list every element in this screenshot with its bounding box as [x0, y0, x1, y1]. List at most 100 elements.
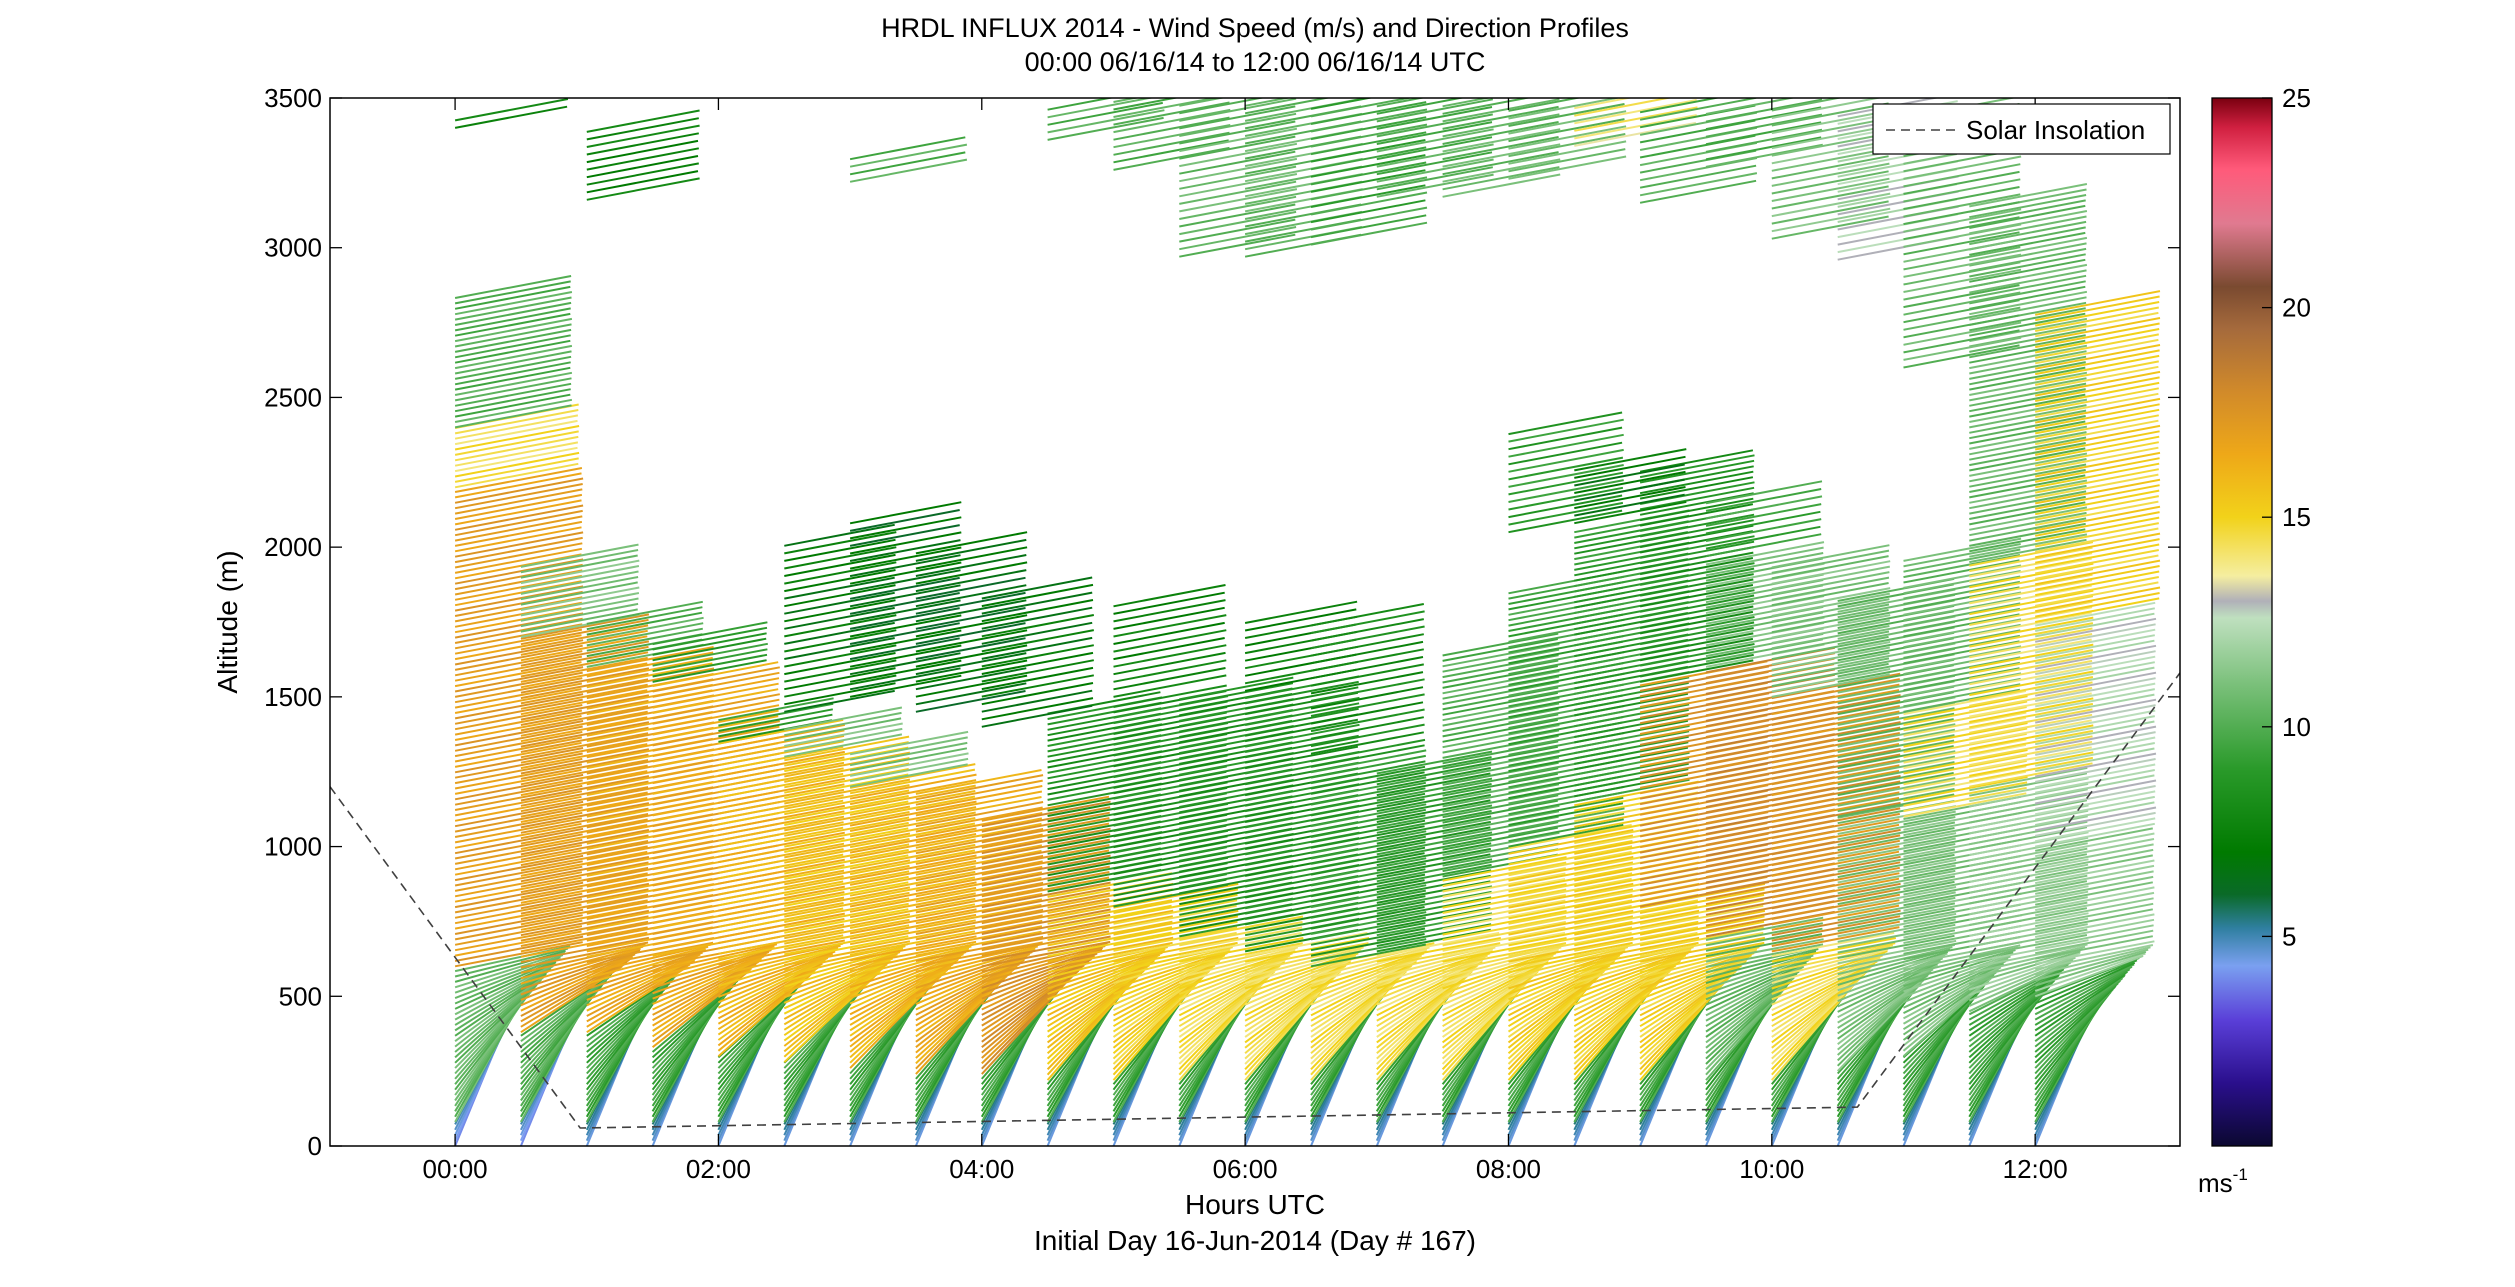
- wind-barb: [1508, 486, 1624, 511]
- wind-barb: [1310, 884, 1427, 909]
- wind-barb: [454, 871, 583, 898]
- wind-barb: [981, 914, 1111, 941]
- wind-barb: [1310, 933, 1425, 957]
- wind-barb: [520, 770, 648, 797]
- wind-barb: [1705, 495, 1823, 520]
- wind-barb: [1903, 727, 2028, 753]
- wind-barb: [1903, 591, 2022, 616]
- wind-barb: [1969, 917, 2089, 943]
- wind-barb: [1310, 830, 1427, 855]
- wind-barb: [454, 773, 584, 801]
- wind-barb: [1376, 794, 1491, 818]
- wind-barb: [1574, 730, 1690, 755]
- wind-barb: [1376, 917, 1492, 942]
- wind-barb: [454, 903, 582, 930]
- x-axis-sublabel: Initial Day 16-Jun-2014 (Day # 167): [1034, 1225, 1476, 1256]
- wind-barb: [981, 908, 1111, 935]
- wind-barb: [717, 985, 800, 1064]
- wind-barb: [1639, 513, 1755, 538]
- wind-barb: [1376, 136, 1493, 161]
- wind-barb: [1837, 973, 1930, 1040]
- wind-barb: [454, 435, 579, 462]
- wind-barb: [454, 483, 583, 510]
- wind-barb: [784, 727, 903, 753]
- wind-barb: [981, 583, 1094, 608]
- wind-barb: [520, 959, 630, 1017]
- wind-barb: [652, 704, 780, 731]
- wind-barb: [1903, 688, 2021, 713]
- wind-barb: [1837, 934, 1955, 959]
- wind-barb: [1442, 965, 1544, 1028]
- wind-barb: [1244, 745, 1359, 770]
- wind-barb: [454, 731, 583, 758]
- wind-barb: [1771, 861, 1901, 888]
- wind-barb: [784, 924, 910, 950]
- wind-barb: [1837, 723, 1956, 748]
- wind-barb: [849, 607, 960, 630]
- wind-barb: [1639, 643, 1755, 667]
- wind-barb: [1969, 573, 2093, 599]
- wind-barb: [1573, 964, 1677, 1028]
- wind-barb: [1705, 113, 1823, 138]
- wind-barb: [1639, 637, 1754, 662]
- wind-barb: [1705, 480, 1823, 505]
- wind-barb: [1310, 952, 1425, 995]
- wind-barb: [1969, 853, 2088, 878]
- wind-barb: [1310, 973, 1405, 1049]
- wind-barb: [1310, 825, 1425, 849]
- wind-barb: [1771, 952, 1886, 995]
- y-tick-label: 3000: [264, 233, 322, 263]
- wind-barb: [454, 919, 583, 946]
- wind-barb: [652, 693, 780, 720]
- wind-barb: [1376, 815, 1492, 840]
- wind-barb: [849, 955, 962, 1005]
- wind-barb: [915, 833, 1043, 860]
- wind-barb: [1639, 562, 1755, 586]
- wind-barb: [784, 827, 909, 853]
- wind-barb: [1969, 269, 2087, 294]
- wind-barb: [784, 949, 901, 988]
- wind-barb: [454, 430, 579, 456]
- wind-barb: [1968, 973, 2060, 1037]
- wind-barb: [784, 864, 910, 891]
- wind-barb: [652, 957, 763, 1011]
- wind-barb: [1574, 114, 1697, 140]
- wind-barb: [1376, 901, 1491, 926]
- wind-barb: [1310, 787, 1426, 811]
- wind-barb: [1310, 965, 1413, 1028]
- wind-barb: [1903, 786, 2027, 813]
- wind-barb: [652, 621, 768, 646]
- wind-barb: [1310, 176, 1428, 201]
- wind-barb: [2034, 959, 2138, 1005]
- wind-barb: [1903, 336, 2022, 361]
- wind-barb: [1969, 616, 2094, 643]
- wind-barb: [849, 509, 960, 532]
- wind-barb: [1508, 118, 1625, 143]
- wind-barb: [2035, 338, 2159, 365]
- wind-barb: [1969, 307, 2086, 332]
- wind-barb: [849, 524, 960, 547]
- wind-barb: [1969, 676, 2094, 702]
- wind-barb: [849, 576, 960, 600]
- wind-barb: [1639, 573, 1754, 597]
- wind-barb: [2035, 644, 2157, 670]
- wind-barb: [784, 722, 903, 747]
- wind-barb: [2035, 827, 2153, 852]
- wind-barb: [1508, 888, 1634, 914]
- wind-barb: [1508, 899, 1633, 925]
- wind-barb: [718, 869, 845, 896]
- wind-barb: [1574, 920, 1699, 947]
- wind-barb: [1837, 891, 1956, 916]
- wind-barb: [1442, 113, 1560, 138]
- wind-barb: [1771, 200, 1889, 225]
- wind-barb: [1508, 882, 1634, 909]
- wind-barb: [1771, 801, 1901, 829]
- wind-barb: [454, 844, 583, 871]
- wind-barb: [981, 967, 1082, 1043]
- wind-barb: [1047, 949, 1166, 990]
- wind-barb: [717, 959, 826, 1014]
- wind-barb: [1310, 693, 1425, 717]
- wind-barb: [520, 850, 648, 877]
- wind-barb: [1771, 920, 1900, 947]
- wind-barb: [1508, 941, 1633, 968]
